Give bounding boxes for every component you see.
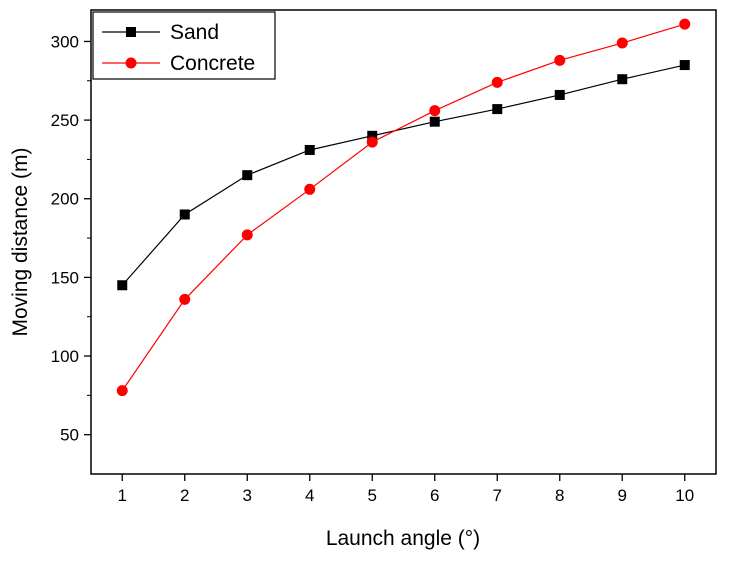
- series-line-concrete: [121, 23, 685, 391]
- y-tick-label: 50: [60, 426, 79, 445]
- y-tick-label: 100: [51, 347, 79, 366]
- x-tick-label: 9: [618, 486, 627, 505]
- data-point-concrete: [616, 37, 628, 49]
- data-point-concrete: [304, 183, 316, 195]
- data-point-concrete: [429, 105, 441, 117]
- data-point-concrete: [366, 136, 378, 148]
- legend-marker-sand: [126, 27, 136, 37]
- data-point-concrete: [679, 18, 691, 30]
- x-axis: 1 2 3 4 5 6 7 8 9 10: [118, 474, 694, 505]
- series-sand: [117, 60, 690, 291]
- x-tick-label: 1: [118, 486, 127, 505]
- x-tick-label: 2: [180, 486, 189, 505]
- x-tick-label: 10: [675, 486, 694, 505]
- data-point-sand: [179, 209, 190, 220]
- data-point-sand: [242, 170, 253, 181]
- data-point-sand: [367, 130, 378, 141]
- plot-area-frame: [90, 9, 717, 475]
- data-point-sand: [304, 144, 315, 155]
- legend-label-sand: Sand: [170, 21, 219, 44]
- legend-label-concrete: Concrete: [170, 52, 255, 75]
- legend: Sand Concrete: [92, 11, 276, 80]
- data-point-sand: [429, 116, 440, 127]
- x-tick-label: 6: [430, 486, 439, 505]
- legend-box: [92, 11, 276, 80]
- series-line-sand: [121, 64, 685, 286]
- y-tick-label: 200: [51, 190, 79, 209]
- y-tick-label: 150: [51, 268, 79, 287]
- series-group: [116, 18, 691, 397]
- data-point-sand: [492, 104, 503, 115]
- data-point-concrete: [179, 293, 191, 305]
- data-point-concrete: [491, 76, 503, 88]
- x-tick-label: 8: [555, 486, 564, 505]
- data-point-sand: [117, 280, 128, 291]
- legend-marker-concrete: [125, 57, 137, 69]
- y-tick-label: 300: [51, 32, 79, 51]
- series-concrete: [116, 18, 691, 397]
- y-axis-title: Moving distance (m): [9, 147, 32, 336]
- data-point-sand: [554, 89, 565, 100]
- data-point-concrete: [554, 54, 566, 66]
- data-point-sand: [679, 60, 690, 71]
- x-tick-label: 7: [493, 486, 502, 505]
- y-tick-label: 250: [51, 111, 79, 130]
- x-tick-label: 4: [305, 486, 314, 505]
- x-tick-label: 5: [368, 486, 377, 505]
- y-axis: 50 100 150 200 250 300: [51, 32, 91, 445]
- data-point-concrete: [241, 229, 253, 241]
- x-axis-title: Launch angle (°): [326, 527, 480, 550]
- data-point-concrete: [116, 385, 128, 397]
- data-point-sand: [617, 74, 628, 85]
- x-tick-label: 3: [243, 486, 252, 505]
